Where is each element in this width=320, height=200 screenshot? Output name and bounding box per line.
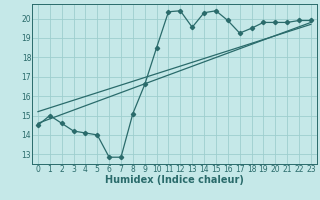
X-axis label: Humidex (Indice chaleur): Humidex (Indice chaleur) bbox=[105, 175, 244, 185]
